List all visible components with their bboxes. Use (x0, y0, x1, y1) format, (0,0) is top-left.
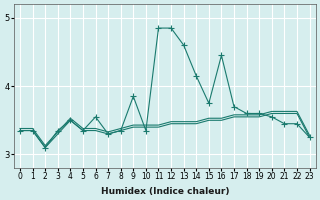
X-axis label: Humidex (Indice chaleur): Humidex (Indice chaleur) (100, 187, 229, 196)
